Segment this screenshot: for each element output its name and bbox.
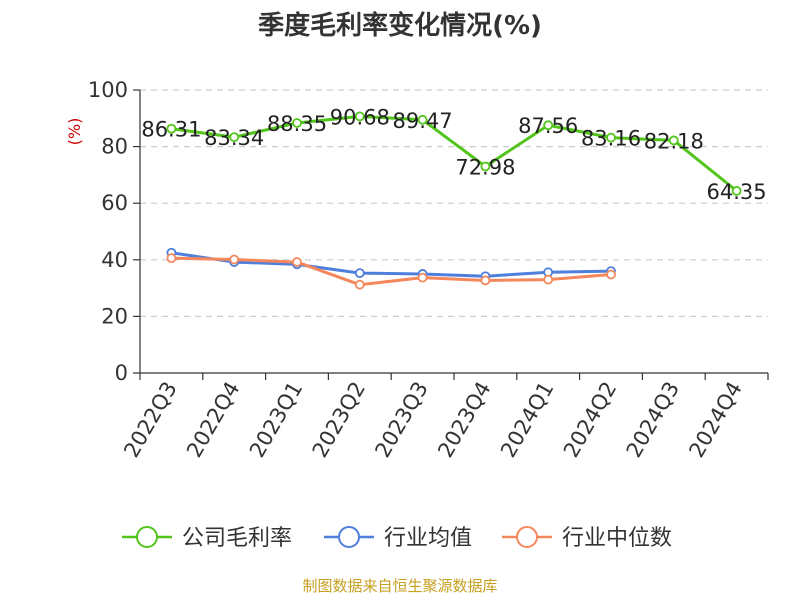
data-label: 87.56 bbox=[518, 114, 578, 138]
x-tick-label: 2024Q1 bbox=[496, 378, 558, 462]
data-point bbox=[354, 279, 365, 290]
x-tick-label: 2023Q1 bbox=[245, 378, 307, 462]
y-tick-label: 0 bbox=[115, 361, 128, 385]
x-tick-label: 2023Q2 bbox=[308, 378, 370, 462]
y-tick-label: 20 bbox=[101, 304, 128, 328]
data-point bbox=[354, 268, 365, 279]
legend: 公司毛利率 行业均值 行业中位数 bbox=[122, 526, 672, 551]
legend-marker bbox=[338, 526, 360, 548]
legend-entry: 行业均值 bbox=[384, 526, 472, 551]
data-point bbox=[229, 132, 240, 143]
series-line-2 bbox=[171, 256, 612, 287]
series-line-0 bbox=[171, 114, 738, 193]
x-tick-label: 2024Q3 bbox=[622, 378, 684, 462]
y-tick-label: 100 bbox=[88, 78, 128, 102]
data-point bbox=[480, 275, 491, 286]
series-lines bbox=[166, 111, 742, 290]
source-note: 制图数据来自恒生聚源数据库 bbox=[302, 577, 497, 595]
y-tick-label: 60 bbox=[101, 191, 128, 215]
data-label: 86.31 bbox=[141, 118, 201, 142]
data-label: 64.35 bbox=[707, 180, 767, 204]
x-tick-label: 2024Q4 bbox=[684, 378, 746, 462]
data-point bbox=[417, 114, 428, 125]
legend-marker bbox=[516, 526, 538, 548]
data-point bbox=[166, 123, 177, 134]
data-label: 89.47 bbox=[393, 109, 453, 133]
x-tick-label: 2022Q3 bbox=[119, 378, 181, 462]
x-tick-label: 2023Q4 bbox=[433, 378, 495, 462]
data-point bbox=[417, 272, 428, 283]
legend-marker bbox=[136, 526, 158, 548]
data-label: 90.68 bbox=[330, 105, 390, 129]
data-point bbox=[606, 269, 616, 280]
data-label: 88.35 bbox=[267, 112, 327, 136]
data-point bbox=[292, 118, 302, 128]
y-tick-label: 80 bbox=[101, 135, 128, 159]
data-point bbox=[354, 111, 365, 122]
legend-entry: 行业中位数 bbox=[562, 526, 672, 551]
series-line-1 bbox=[171, 251, 612, 278]
data-point bbox=[166, 253, 177, 264]
x-tick-label: 2023Q3 bbox=[370, 378, 432, 462]
data-point bbox=[543, 120, 554, 131]
data-point bbox=[668, 135, 679, 146]
legend-entry: 公司毛利率 bbox=[182, 526, 292, 551]
data-point bbox=[606, 132, 616, 143]
gridlines bbox=[140, 89, 768, 317]
data-label: 72.98 bbox=[455, 155, 515, 179]
x-tick-label: 2022Q4 bbox=[182, 378, 244, 462]
x-tick-label: 2024Q2 bbox=[559, 378, 621, 462]
data-label: 82.18 bbox=[644, 129, 704, 153]
data-point bbox=[731, 185, 742, 196]
data-point bbox=[292, 257, 302, 267]
data-point bbox=[480, 161, 491, 172]
y-tick-label: 40 bbox=[101, 248, 128, 272]
y-axis-label: (%) bbox=[65, 118, 84, 146]
data-label: 83.16 bbox=[581, 127, 641, 151]
chart-title: 季度毛利率变化情况(%) bbox=[258, 10, 542, 41]
data-label: 83.34 bbox=[204, 126, 264, 150]
data-point bbox=[229, 254, 240, 265]
data-point bbox=[543, 274, 554, 285]
